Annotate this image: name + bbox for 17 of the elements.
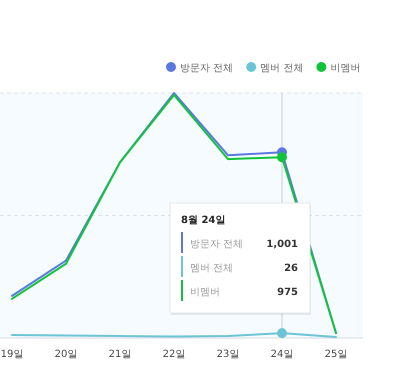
annotation: 975 — [277, 287, 298, 298]
annotation: 멤버 전체 — [190, 263, 234, 274]
x-tick-label: 22일 — [162, 349, 186, 360]
legend-label: 방문자 전체 — [180, 63, 234, 74]
x-tick-label: 23일 — [216, 349, 240, 360]
annotation: 방문자 전체 — [190, 239, 244, 250]
x-tick-label: 24일 — [270, 349, 294, 360]
annotation: 8월 24일 — [181, 215, 226, 226]
x-tick-label: 25일 — [324, 349, 348, 360]
x-tick-label: 21일 — [108, 349, 132, 360]
x-tick-label: 19일 — [0, 349, 24, 360]
annotation: 비멤버 — [190, 287, 220, 298]
legend-label: 비멤버 — [330, 63, 360, 74]
annotation: 1,001 — [266, 239, 298, 250]
x-tick-label: 20일 — [54, 349, 78, 360]
legend-label: 멤버 전체 — [260, 63, 304, 74]
annotation: 26 — [284, 263, 298, 274]
